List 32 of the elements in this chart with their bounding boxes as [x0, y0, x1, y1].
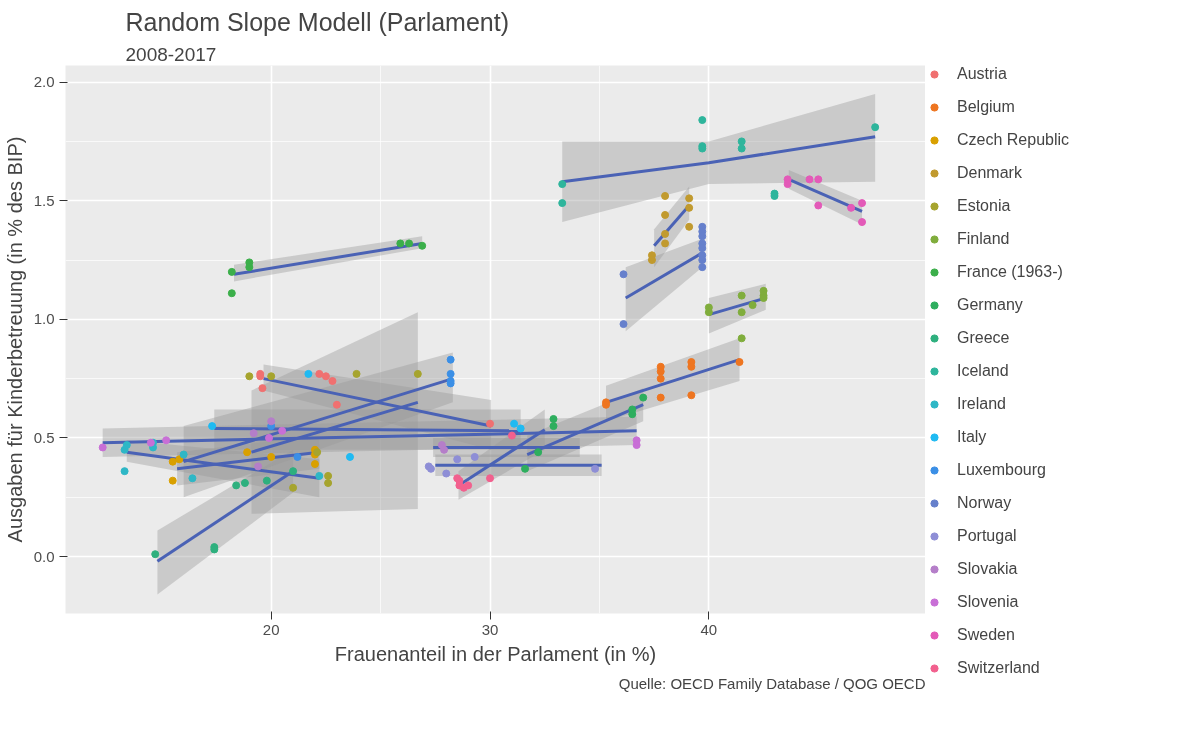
legend-label: Norway	[957, 494, 1012, 512]
x-tick-label: 20	[262, 620, 280, 638]
y-tick-label: 0.5	[33, 428, 55, 446]
source-note: Quelle: OECD Family Database / QOG OECD	[618, 674, 926, 692]
x-tick-label: 30	[481, 620, 499, 638]
chart-title: Random Slope Modell (Parlament)	[125, 7, 510, 36]
legend-label: Iceland	[957, 362, 1009, 380]
chart-subtitle: 2008-2017	[125, 43, 217, 65]
legend-label: Greece	[957, 329, 1010, 347]
legend-label: Germany	[957, 296, 1023, 314]
y-tick-label: 0.0	[33, 547, 55, 565]
legend-label: Austria	[957, 65, 1007, 83]
legend-label: Portugal	[957, 527, 1017, 545]
x-axis-title: Frauenanteil in der Parlament (in %)	[334, 642, 657, 665]
legend-label: Ireland	[957, 395, 1006, 413]
y-tick-label: 2.0	[33, 73, 55, 91]
legend-label: Belgium	[957, 98, 1015, 116]
legend-label: France (1963-)	[957, 263, 1063, 281]
legend-label: Estonia	[957, 197, 1011, 215]
y-axis-title: Ausgaben für Kinderbetreuung (in % des BIP)	[3, 136, 26, 543]
legend-label: Luxembourg	[957, 461, 1046, 479]
legend-label: Slovenia	[957, 593, 1019, 611]
legend-label: Denmark	[957, 164, 1022, 182]
legend-label: Italy	[957, 428, 987, 446]
legend-label: Czech Republic	[957, 131, 1070, 149]
legend-label: Sweden	[957, 626, 1015, 644]
legend-label: Finland	[957, 230, 1010, 248]
legend-label: Slovakia	[957, 560, 1018, 578]
legend-label: Switzerland	[957, 659, 1040, 677]
y-tick-label: 1.5	[33, 191, 55, 209]
y-tick-label: 1.0	[33, 310, 55, 328]
x-tick-label: 40	[700, 620, 718, 638]
